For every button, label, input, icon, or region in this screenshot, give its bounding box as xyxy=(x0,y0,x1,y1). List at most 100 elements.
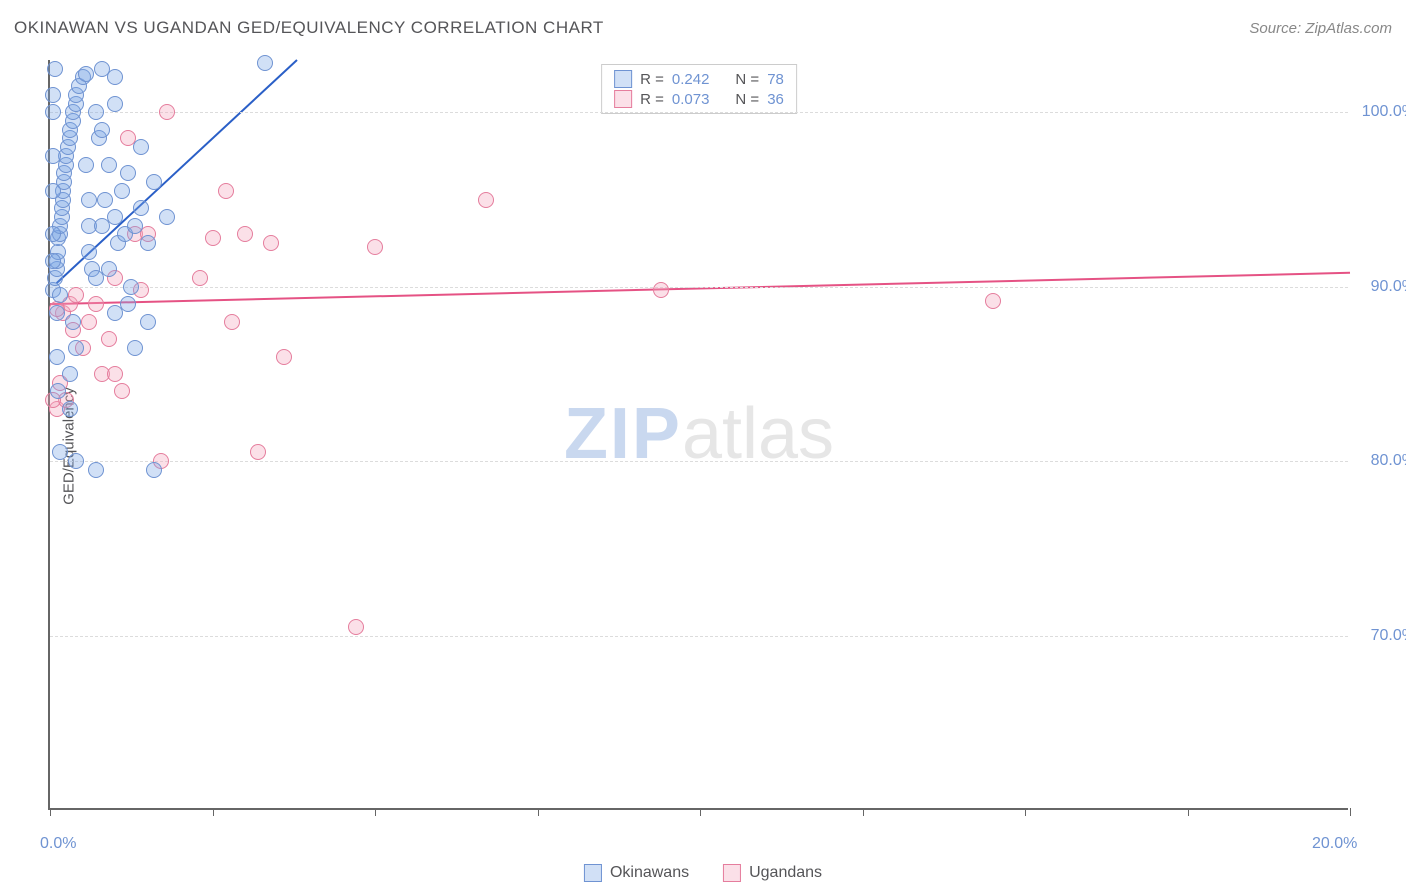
r-value: 0.073 xyxy=(672,91,710,108)
ugandans-point xyxy=(192,270,208,286)
r-prefix: R = xyxy=(640,91,664,108)
ugandans-point xyxy=(101,331,117,347)
r-prefix: R = xyxy=(640,71,664,88)
header-bar: OKINAWAN VS UGANDAN GED/EQUIVALENCY CORR… xyxy=(14,18,1392,38)
source-prefix: Source: xyxy=(1249,20,1305,37)
okinawans-point xyxy=(88,104,104,120)
okinawans-point xyxy=(62,401,78,417)
scatter-plot-area: ZIPatlas R = 0.242N = 78R = 0.073N = 36 … xyxy=(48,60,1348,810)
okinawans-point xyxy=(101,157,117,173)
okinawans-legend-label: Okinawans xyxy=(610,864,689,882)
okinawans-point xyxy=(68,340,84,356)
gridline-h xyxy=(50,112,1348,113)
ugandans-point xyxy=(367,239,383,255)
n-value: 78 xyxy=(767,71,784,88)
okinawans-point xyxy=(45,253,61,269)
okinawans-point xyxy=(133,139,149,155)
okinawans-point xyxy=(49,349,65,365)
okinawans-point xyxy=(97,192,113,208)
source-name: ZipAtlas.com xyxy=(1305,20,1392,37)
ugandans-point xyxy=(985,293,1001,309)
ugandans-point xyxy=(263,235,279,251)
okinawans-point xyxy=(107,96,123,112)
r-value: 0.242 xyxy=(672,71,710,88)
okinawans-point xyxy=(133,200,149,216)
legend-item-okinawans: Okinawans xyxy=(584,864,689,882)
okinawans-point xyxy=(120,296,136,312)
n-prefix: N = xyxy=(735,91,759,108)
gridline-h xyxy=(50,636,1348,637)
stats-legend-box: R = 0.242N = 78R = 0.073N = 36 xyxy=(601,64,797,114)
ugandans-point xyxy=(107,366,123,382)
ugandans-point xyxy=(114,383,130,399)
okinawans-point xyxy=(94,122,110,138)
okinawans-point xyxy=(114,183,130,199)
okinawans-point xyxy=(78,157,94,173)
ugandans-point xyxy=(250,444,266,460)
okinawans-point xyxy=(127,218,143,234)
okinawans-point xyxy=(50,383,66,399)
ugandans-point xyxy=(88,296,104,312)
okinawans-point xyxy=(62,366,78,382)
x-tick xyxy=(375,808,376,816)
ugandans-point xyxy=(237,226,253,242)
okinawans-point xyxy=(49,305,65,321)
ugandans-regression-line xyxy=(50,273,1350,304)
legend-item-ugandans: Ugandans xyxy=(723,864,822,882)
y-tick-label: 70.0% xyxy=(1356,627,1406,645)
stat-row-okinawans: R = 0.242N = 78 xyxy=(614,69,784,89)
okinawans-point xyxy=(45,148,61,164)
okinawans-point xyxy=(45,104,61,120)
y-tick-label: 90.0% xyxy=(1356,278,1406,296)
okinawans-point xyxy=(140,235,156,251)
ugandans-legend-label: Ugandans xyxy=(749,864,822,882)
x-tick xyxy=(1188,808,1189,816)
ugandans-point xyxy=(218,183,234,199)
okinawans-point xyxy=(88,462,104,478)
okinawans-swatch xyxy=(614,70,632,88)
series-legend: Okinawans Ugandans xyxy=(584,864,822,882)
okinawans-point xyxy=(146,462,162,478)
gridline-h xyxy=(50,287,1348,288)
ugandans-point xyxy=(205,230,221,246)
okinawans-point xyxy=(45,226,61,242)
okinawans-point xyxy=(146,174,162,190)
stat-row-ugandans: R = 0.073 N = 36 xyxy=(614,89,784,109)
ugandans-legend-swatch xyxy=(723,864,741,882)
ugandans-point xyxy=(348,619,364,635)
y-tick-label: 80.0% xyxy=(1356,452,1406,470)
x-tick xyxy=(538,808,539,816)
okinawans-point xyxy=(120,165,136,181)
ugandans-point xyxy=(653,282,669,298)
okinawans-point xyxy=(52,287,68,303)
regression-lines-layer xyxy=(50,60,1348,808)
okinawans-point xyxy=(107,209,123,225)
ugandans-point xyxy=(159,104,175,120)
okinawans-point xyxy=(127,340,143,356)
x-tick xyxy=(50,808,51,816)
chart-title: OKINAWAN VS UGANDAN GED/EQUIVALENCY CORR… xyxy=(14,18,604,38)
okinawans-point xyxy=(68,453,84,469)
okinawans-point xyxy=(81,192,97,208)
okinawans-point xyxy=(81,244,97,260)
okinawans-point xyxy=(45,183,61,199)
okinawans-point xyxy=(47,61,63,77)
okinawans-point xyxy=(140,314,156,330)
gridline-h xyxy=(50,461,1348,462)
okinawans-point xyxy=(159,209,175,225)
source-label: Source: ZipAtlas.com xyxy=(1249,20,1392,37)
okinawans-point xyxy=(123,279,139,295)
x-tick xyxy=(213,808,214,816)
x-tick xyxy=(700,808,701,816)
okinawans-point xyxy=(257,55,273,71)
x-tick-label-right: 20.0% xyxy=(1312,835,1357,853)
ugandans-point xyxy=(68,287,84,303)
x-tick xyxy=(1350,808,1351,816)
n-value: 36 xyxy=(767,91,784,108)
ugandans-swatch xyxy=(614,90,632,108)
okinawans-point xyxy=(78,66,94,82)
okinawans-point xyxy=(52,444,68,460)
ugandans-point xyxy=(81,314,97,330)
okinawans-point xyxy=(65,314,81,330)
okinawans-point xyxy=(45,87,61,103)
